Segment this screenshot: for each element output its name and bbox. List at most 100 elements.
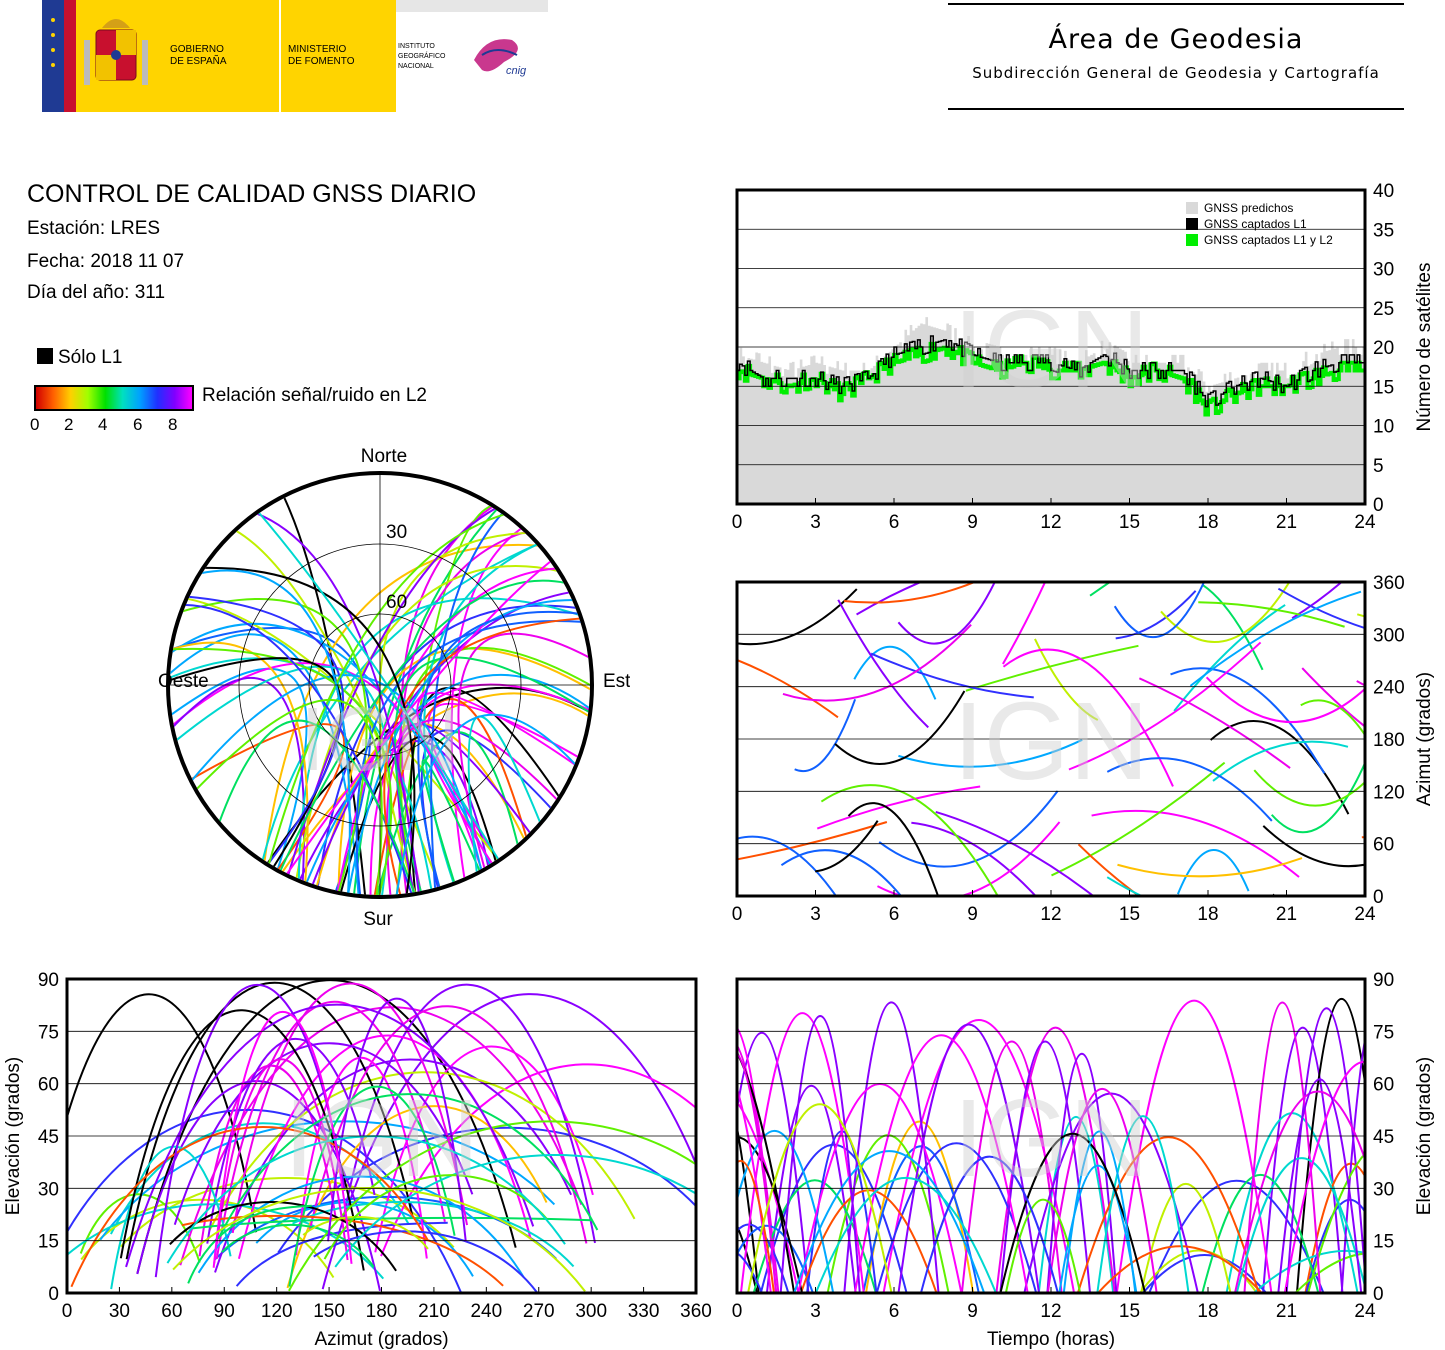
- azimuth-track: [815, 820, 879, 873]
- azimuth-track: [1270, 760, 1365, 834]
- ela-xlabel: Azimut (grados): [314, 1329, 448, 1350]
- y-tick-label: 60: [38, 1075, 59, 1096]
- elevation-time-track: [814, 1176, 997, 1293]
- x-tick-label: 18: [1197, 904, 1218, 925]
- sky-track: [199, 569, 351, 895]
- elevation-time-track: [1037, 1116, 1115, 1293]
- sky-track: [394, 656, 590, 894]
- sky-track: [457, 632, 590, 870]
- sky-track: [416, 691, 577, 866]
- azimuth-track: [820, 784, 999, 896]
- count-ylabel: Número de satélites: [1414, 263, 1435, 432]
- azt-ylabel: Azimut (grados): [1414, 672, 1435, 806]
- elevation-time-track: [1262, 1026, 1344, 1293]
- x-tick-label: 3: [810, 1301, 821, 1322]
- y-tick-label: 40: [1373, 181, 1394, 202]
- elevation-time-track: [739, 1012, 865, 1293]
- count-plot-area: [737, 317, 1365, 504]
- azimuth-track: [1077, 843, 1141, 896]
- x-tick-label: 150: [313, 1301, 345, 1322]
- x-tick-label: 24: [1354, 512, 1376, 530]
- elevation-time-track: [737, 1043, 780, 1293]
- elt-xlabel: Tiempo (horas): [987, 1329, 1115, 1350]
- elevation-time-track: [1115, 1000, 1273, 1293]
- elevation-track: [120, 1177, 455, 1249]
- azimuth-track: [1209, 720, 1350, 815]
- x-tick-label: 6: [889, 1301, 900, 1322]
- elevation-track: [125, 1003, 535, 1268]
- elevation-time-track: [1307, 1152, 1365, 1293]
- skyplot-north-label: Norte: [361, 446, 407, 467]
- ela-ylabel: Elevación (grados): [3, 1057, 24, 1215]
- snr-tick: 2: [64, 415, 74, 434]
- elevation-track: [125, 981, 414, 1260]
- ela-grid: [67, 1030, 696, 1242]
- escudo-logo: GOBIERNO DE ESPAÑA MINISTERIO DE FOMENTO…: [42, 0, 548, 112]
- elevation-time-track: [737, 1032, 810, 1293]
- elevation-track: [80, 1198, 335, 1279]
- x-tick-label: 6: [889, 904, 900, 925]
- skyplot-watermark: IGN: [300, 690, 460, 790]
- y-tick-label: 300: [1373, 625, 1405, 646]
- azimuth-track: [1068, 641, 1262, 771]
- elevation-time-track: [1076, 1136, 1260, 1293]
- azimuth-track: [847, 802, 940, 896]
- elevation-time-track: [765, 1085, 857, 1293]
- azimuth-track: [1051, 761, 1226, 877]
- elevation-time-track: [1004, 1198, 1082, 1293]
- x-tick-label: 360: [680, 1301, 712, 1322]
- y-tick-label: 15: [38, 1232, 59, 1253]
- elevation-track: [341, 983, 596, 1244]
- azimuth-track: [1277, 587, 1365, 630]
- azimuth-track: [737, 658, 839, 719]
- azt-grid: [737, 633, 1365, 845]
- legend-entry: GNSS captados L1: [1204, 217, 1307, 231]
- azimuth-track: [853, 645, 937, 700]
- azimuth-track: [1089, 582, 1112, 597]
- y-tick-label: 0: [1373, 495, 1384, 516]
- azt-plot-area: [737, 582, 1365, 896]
- y-tick-label: 240: [1373, 678, 1405, 699]
- y-tick-label: 45: [1373, 1127, 1394, 1148]
- sky-track: [395, 713, 577, 895]
- count-watermark: IGN: [953, 288, 1149, 411]
- elevation-time-track: [737, 1051, 778, 1293]
- legend-swatch: [1186, 202, 1198, 214]
- legend-entry: GNSS captados L1 y L2: [1204, 233, 1333, 247]
- x-tick-label: 0: [732, 512, 743, 530]
- x-tick-label: 0: [732, 1301, 743, 1322]
- snr-tick: 0: [30, 415, 40, 434]
- legend-entry: GNSS predichos: [1204, 201, 1293, 215]
- y-tick-label: 0: [48, 1284, 59, 1305]
- sky-track: [337, 647, 590, 893]
- y-tick-label: 180: [1373, 730, 1405, 751]
- azimuth-track: [1173, 604, 1286, 712]
- elevation-time-track: [737, 1225, 814, 1293]
- y-tick-label: 10: [1373, 417, 1394, 438]
- elevation-time-track: [897, 1023, 1040, 1293]
- sky-track: [430, 511, 504, 890]
- elevation-time-track: [1295, 998, 1365, 1293]
- l1-only-label: Sólo L1: [58, 347, 123, 368]
- skyplot-south-label: Sur: [363, 909, 393, 930]
- elevation-track: [67, 993, 258, 1233]
- elevation-track: [323, 1174, 548, 1260]
- elevation-time-track: [737, 1050, 796, 1293]
- x-tick-label: 210: [418, 1301, 450, 1322]
- elevation-track: [154, 983, 346, 1278]
- sky-track: [180, 597, 368, 894]
- x-tick-label: 18: [1197, 512, 1218, 530]
- skyplot-east-label: Este: [603, 671, 630, 692]
- elevation-track: [215, 1001, 446, 1260]
- elevation-track: [217, 1093, 599, 1240]
- x-tick-label: 24: [1354, 1301, 1376, 1322]
- elevation-track: [231, 982, 469, 1234]
- azimuth-track: [780, 849, 903, 896]
- elevation-track: [327, 997, 467, 1242]
- y-tick-label: 15: [1373, 1232, 1394, 1253]
- x-tick-label: 21: [1276, 1301, 1297, 1322]
- y-tick-label: 0: [1373, 1284, 1384, 1305]
- ministerio-line2: DE FOMENTO: [288, 56, 355, 67]
- elevation-track: [206, 1038, 376, 1244]
